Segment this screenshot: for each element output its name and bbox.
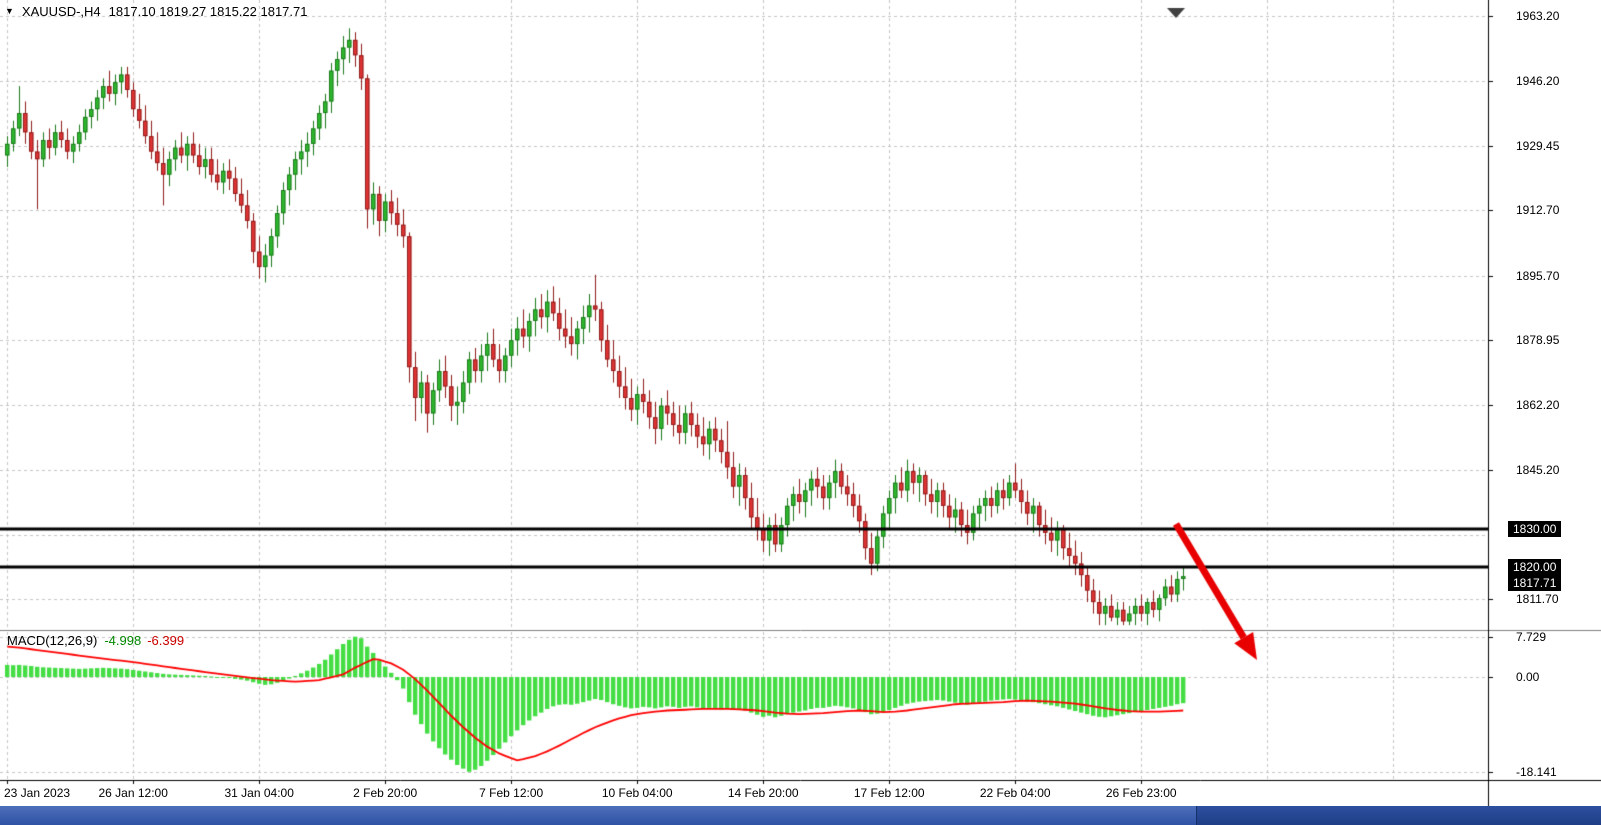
price-axis-label: 1878.95 (1516, 333, 1560, 348)
price-axis-label: 1811.70 (1516, 592, 1559, 607)
macd-axis-label: -18.141 (1516, 765, 1557, 779)
time-axis-label: 17 Feb 12:00 (853, 786, 925, 800)
time-axis-label: 22 Feb 04:00 (979, 786, 1051, 800)
horizontal-scrollbar[interactable] (0, 806, 1601, 825)
time-axis-label: 23 Jan 2023 (4, 786, 71, 800)
macd-name: MACD(12,26,9) (7, 633, 98, 648)
time-axis-label: 26 Jan 12:00 (98, 786, 168, 800)
ohlc-values: 1817.10 1819.27 1815.22 1817.71 (108, 4, 308, 19)
macd-main-value: -4.998 (104, 633, 142, 648)
chart-canvas[interactable] (0, 0, 1601, 806)
macd-axis-label: 0.00 (1516, 670, 1540, 684)
price-axis-label: 1895.70 (1516, 268, 1560, 283)
macd-indicator-label: MACD(12,26,9) -4.998 -6.399 (7, 633, 184, 648)
symbol-timeframe-label: XAUUSD-,H4 (21, 4, 101, 19)
symbol-marker-icon: ▼ (5, 6, 14, 16)
time-axis-label: 31 Jan 04:00 (224, 786, 294, 800)
price-axis-label: 1862.20 (1516, 397, 1560, 412)
time-axis-label: 7 Feb 12:00 (479, 786, 544, 800)
price-axis-label: 1912.70 (1516, 203, 1560, 218)
price-axis-label: 1963.20 (1516, 9, 1560, 23)
time-axis-label: 26 Feb 23:00 (1105, 786, 1177, 800)
price-axis-label: 1929.45 (1516, 138, 1560, 153)
price-axis-label: 1946.20 (1516, 74, 1560, 89)
chart-ohlc-header: ▼ XAUUSD-,H4 1817.10 1819.27 1815.22 181… (5, 4, 307, 19)
price-level-badge: 1830.00 (1508, 520, 1562, 537)
price-level-badge: 1817.71 (1508, 575, 1562, 592)
macd-signal-value: -6.399 (147, 633, 185, 648)
time-axis-label: 14 Feb 20:00 (727, 786, 799, 800)
macd-axis-label: 7.729 (1516, 629, 1547, 644)
time-axis-label: 10 Feb 04:00 (601, 786, 673, 800)
price-axis-label: 1845.20 (1516, 463, 1560, 478)
scrollbar-thumb[interactable] (0, 806, 1197, 825)
time-axis-label: 2 Feb 20:00 (353, 786, 418, 800)
price-level-badge: 1820.00 (1508, 559, 1562, 576)
